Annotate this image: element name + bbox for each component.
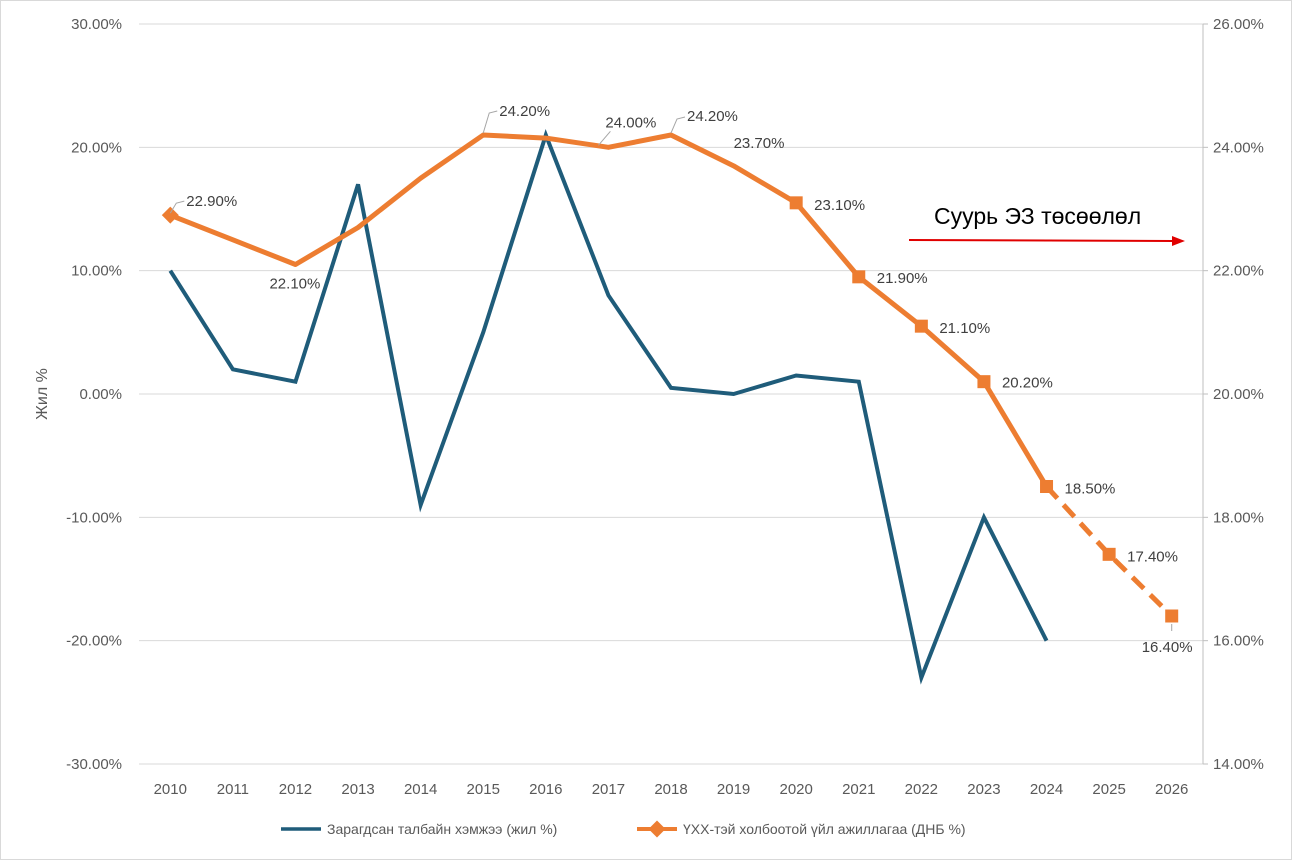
data-label: 24.20% <box>687 108 738 125</box>
data-label: 17.40% <box>1127 548 1178 565</box>
annotation-arrow-head <box>1172 236 1185 246</box>
x-tick-label: 2023 <box>967 781 1000 798</box>
legend-label: Зарагдсан талбайн хэмжээ (жил %) <box>327 821 557 837</box>
data-point-marker <box>977 375 991 389</box>
data-point-marker <box>789 196 803 210</box>
x-tick-label: 2015 <box>467 781 500 798</box>
data-point-marker <box>914 319 928 333</box>
left-axis-ticks: 30.00% 20.00% 10.00% 0.00% -10.00% -20.00% -30… <box>66 16 122 773</box>
y2-tick-label: 26.00% <box>1213 16 1264 33</box>
data-label: 22.90% <box>186 193 237 210</box>
x-tick-label: 2020 <box>779 781 812 798</box>
label-leader-line <box>598 131 611 146</box>
legend-label: ҮХХ-тэй холбоотой үйл ажиллагаа (ДНБ %) <box>683 821 966 837</box>
annotation-arrow <box>908 239 1174 242</box>
legend-item-harvested-area[interactable]: Зарагдсан талбайн хэмжээ (жил %) <box>281 821 557 837</box>
series-line-agri-activity <box>167 132 1050 489</box>
y-tick-label: 30.00% <box>71 16 122 33</box>
diamond-marker-icon <box>648 820 666 838</box>
data-label: 23.70% <box>734 135 785 152</box>
y2-tick-label: 24.00% <box>1213 139 1264 156</box>
data-label: 21.10% <box>939 320 990 337</box>
x-tick-label: 2017 <box>592 781 625 798</box>
right-axis-ticks: 26.00% 24.00% 22.00% 20.00% 18.00% 16.00% 14.0… <box>1203 16 1264 773</box>
data-point-marker <box>1040 480 1054 493</box>
y2-tick-label: 22.00% <box>1213 263 1264 280</box>
legend: Зарагдсан талбайн хэмжээ (жил %) ҮХХ-тэй… <box>281 820 966 838</box>
x-tick-label: 2014 <box>404 781 437 798</box>
series-harvested-area <box>168 129 1049 685</box>
x-tick-label: 2024 <box>1030 781 1063 798</box>
x-tick-label: 2016 <box>529 781 562 798</box>
y2-tick-label: 16.00% <box>1213 633 1264 650</box>
x-tick-label: 2019 <box>717 781 750 798</box>
y-tick-label: -30.00% <box>66 756 122 773</box>
forecast-annotation: Суурь ЭЗ төсөөлөл <box>908 203 1185 246</box>
x-tick-label: 2012 <box>279 781 312 798</box>
y-tick-label: 10.00% <box>71 263 122 280</box>
x-tick-label: 2021 <box>842 781 875 798</box>
y-tick-label: -20.00% <box>66 633 122 650</box>
series-agri-activity <box>161 132 1179 623</box>
data-point-marker <box>1165 609 1179 623</box>
y-axis-title: Жил % <box>34 368 51 420</box>
data-label: 20.20% <box>1002 375 1053 392</box>
gridlines <box>139 23 1203 765</box>
x-tick-label: 2022 <box>905 781 938 798</box>
x-tick-label: 2011 <box>217 781 249 798</box>
series-line-harvested-area <box>168 129 1049 685</box>
x-tick-label: 2026 <box>1155 781 1188 798</box>
x-tick-label: 2018 <box>654 781 687 798</box>
data-label: 21.90% <box>877 270 928 287</box>
x-axis-ticks: 2010 2011 2012 2013 2014 2015 2016 2017 2018 2019… <box>154 781 1189 798</box>
data-point-marker <box>161 206 179 224</box>
annotation-text: Суурь ЭЗ төсөөлөл <box>934 203 1141 229</box>
label-leader-line <box>169 200 185 214</box>
y2-tick-label: 14.00% <box>1213 756 1264 773</box>
series-line-forecast <box>1044 484 1174 618</box>
data-label: 22.10% <box>269 276 320 293</box>
y2-tick-label: 20.00% <box>1213 386 1264 403</box>
data-point-marker <box>1102 547 1116 561</box>
data-label: 23.10% <box>814 197 865 214</box>
data-label: 16.40% <box>1142 639 1193 656</box>
data-label: 18.50% <box>1065 481 1116 498</box>
data-label: 24.20% <box>499 103 550 120</box>
x-tick-label: 2025 <box>1092 781 1125 798</box>
x-tick-label: 2013 <box>341 781 374 798</box>
y2-tick-label: 18.00% <box>1213 509 1264 526</box>
y-tick-label: 20.00% <box>71 139 122 156</box>
label-leader-line <box>482 110 498 134</box>
label-leader-line <box>670 116 686 134</box>
x-tick-label: 2010 <box>154 781 187 798</box>
legend-item-agri-activity[interactable]: ҮХХ-тэй холбоотой үйл ажиллагаа (ДНБ %) <box>637 820 966 838</box>
y-tick-label: -10.00% <box>66 509 122 526</box>
y-tick-label: 0.00% <box>79 386 122 403</box>
data-label: 24.00% <box>605 114 656 131</box>
data-point-marker <box>852 270 866 284</box>
data-labels: 22.90% 22.10% 24.20% 24.00% 24.20% 23.70% 23.1… <box>169 103 1193 656</box>
